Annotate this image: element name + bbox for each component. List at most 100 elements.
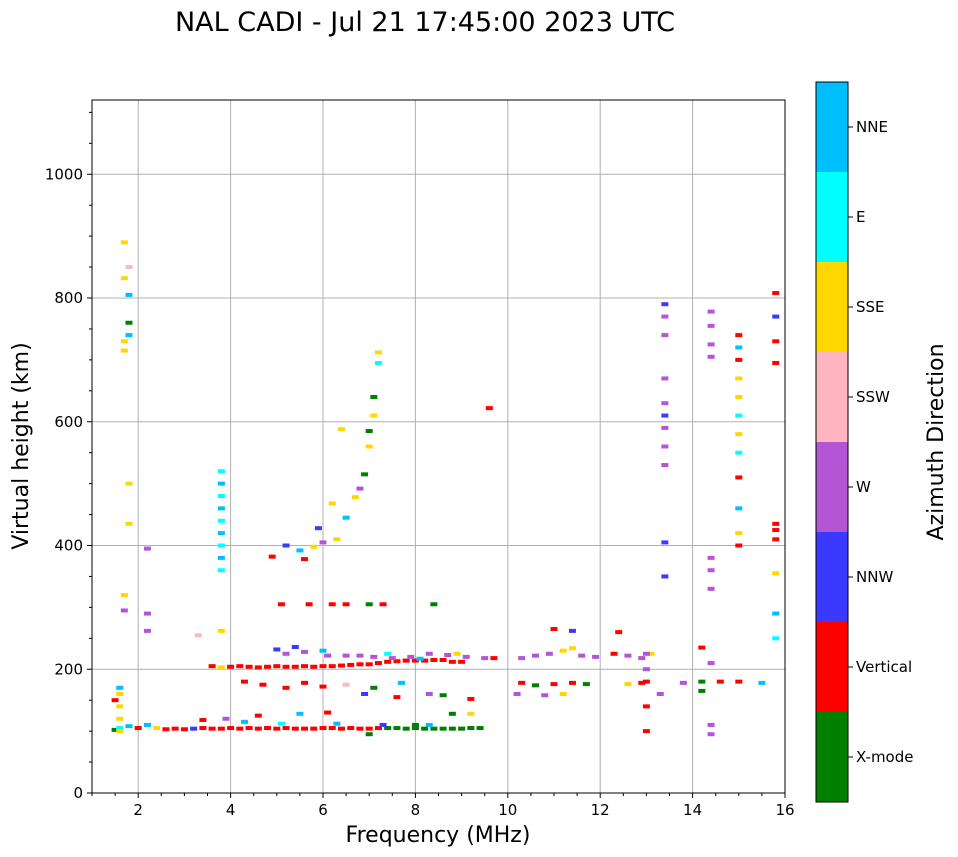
data-point: [735, 345, 743, 350]
data-point: [758, 680, 766, 685]
data-point: [661, 314, 669, 319]
data-point: [125, 265, 133, 270]
data-point: [772, 528, 780, 533]
data-point: [559, 692, 567, 696]
data-point: [282, 685, 290, 690]
data-point: [379, 722, 387, 727]
data-point: [116, 716, 124, 721]
data-point: [282, 543, 290, 548]
data-point: [342, 682, 350, 687]
data-point: [365, 662, 373, 667]
data-point: [277, 721, 285, 726]
data-point: [661, 540, 669, 545]
data-point: [448, 711, 456, 716]
colorbar-label: Vertical: [856, 658, 912, 676]
data-point: [217, 494, 225, 498]
data-point: [532, 683, 540, 688]
data-point: [143, 546, 151, 551]
data-point: [296, 548, 304, 553]
data-point: [393, 726, 401, 731]
data-point: [476, 726, 484, 731]
data-point: [324, 653, 332, 658]
data-point: [467, 696, 475, 701]
data-point: [319, 540, 327, 545]
data-point: [217, 518, 225, 523]
colorbar-swatch: [816, 622, 848, 712]
data-point: [356, 653, 364, 658]
data-point: [481, 656, 489, 661]
data-point: [351, 495, 359, 500]
data-point: [384, 659, 392, 664]
x-tick-label: 14: [683, 801, 702, 819]
data-point: [328, 664, 336, 669]
data-point: [273, 647, 281, 652]
data-point: [254, 726, 262, 731]
data-point: [374, 350, 382, 355]
data-point: [171, 726, 179, 731]
data-point: [448, 659, 456, 664]
data-point: [411, 722, 419, 727]
data-point: [661, 413, 669, 418]
data-point: [310, 726, 318, 731]
data-point: [282, 664, 290, 669]
data-point: [458, 726, 466, 731]
data-point: [568, 646, 576, 651]
data-point: [236, 726, 244, 731]
data-point: [735, 475, 743, 480]
colorbar-swatch: [816, 532, 848, 622]
data-point: [245, 726, 253, 731]
data-point: [217, 543, 225, 548]
data-point: [143, 611, 151, 616]
data-point: [125, 320, 133, 325]
data-point: [735, 679, 743, 684]
colorbar-label: SSW: [856, 388, 890, 406]
data-point: [134, 726, 142, 731]
data-point: [638, 680, 646, 685]
data-point: [402, 658, 410, 663]
data-point: [365, 732, 373, 737]
grid-lines: [92, 100, 786, 794]
y-axis-ticks: 0 200 400 600 800 1000: [45, 111, 92, 802]
data-point: [592, 654, 600, 659]
data-point: [402, 726, 410, 731]
data-point: [227, 664, 235, 669]
colorbar-label: NNE: [856, 118, 888, 136]
data-point: [735, 506, 743, 511]
data-point: [240, 679, 248, 684]
data-point: [120, 348, 128, 353]
data-point: [365, 444, 373, 449]
data-point: [425, 722, 433, 727]
data-point: [356, 726, 364, 731]
data-point: [277, 602, 285, 607]
data-point: [217, 555, 225, 560]
data-point: [578, 653, 586, 658]
y-tick-label: 800: [54, 289, 83, 307]
colorbar-label: X-mode: [856, 748, 913, 766]
data-point: [638, 656, 646, 661]
data-point: [735, 432, 743, 437]
data-point: [393, 695, 401, 700]
data-points: [111, 240, 780, 737]
data-point: [180, 727, 188, 732]
data-point: [735, 395, 743, 399]
data-point: [365, 429, 373, 434]
x-axis-ticks: 2 4 6 8 10 12 14 16: [91, 793, 795, 819]
data-point: [361, 472, 369, 477]
data-point: [199, 717, 207, 722]
data-point: [199, 726, 207, 731]
data-point: [111, 727, 119, 732]
data-point: [416, 656, 424, 661]
x-tick-label: 10: [498, 801, 517, 819]
data-point: [217, 506, 225, 511]
data-point: [661, 333, 669, 338]
data-point: [388, 656, 396, 661]
data-point: [273, 726, 281, 731]
data-point: [661, 425, 669, 430]
data-point: [490, 656, 498, 661]
data-point: [328, 602, 336, 607]
data-point: [448, 726, 456, 731]
data-point: [125, 481, 133, 486]
data-point: [291, 664, 299, 669]
colorbar-label: SSE: [856, 298, 885, 316]
data-point: [467, 726, 475, 731]
